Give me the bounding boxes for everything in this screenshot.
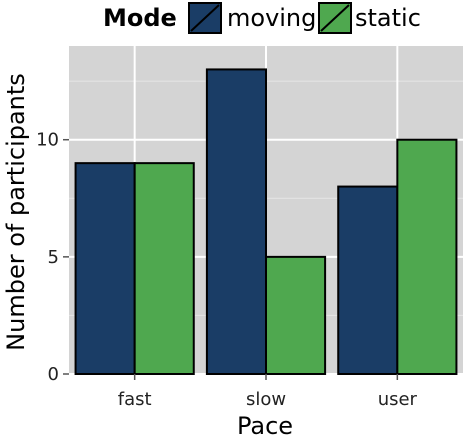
legend-entry-moving: moving bbox=[189, 3, 316, 33]
legend: Mode moving static bbox=[103, 3, 421, 33]
x-axis: fast slow user bbox=[118, 374, 418, 410]
legend-title: Mode bbox=[103, 4, 177, 32]
bar-moving-fast bbox=[76, 163, 135, 374]
y-tick-label: 5 bbox=[48, 247, 59, 268]
bar-static-user bbox=[397, 140, 456, 374]
bar-static-slow bbox=[266, 257, 325, 374]
bar-moving-slow bbox=[207, 69, 266, 374]
x-axis-title: Pace bbox=[237, 412, 293, 440]
bar-moving-user bbox=[338, 187, 397, 374]
bar-static-fast bbox=[135, 163, 194, 374]
legend-label-moving: moving bbox=[227, 4, 316, 32]
y-tick-label: 0 bbox=[48, 364, 59, 385]
x-tick-label-user: user bbox=[378, 389, 418, 410]
legend-label-static: static bbox=[355, 4, 421, 32]
y-axis: 0 5 10 bbox=[36, 130, 69, 385]
x-tick-label-slow: slow bbox=[246, 389, 286, 410]
legend-entry-static: static bbox=[319, 3, 421, 33]
y-tick-label: 10 bbox=[36, 130, 59, 151]
y-axis-title: Number of participants bbox=[2, 73, 30, 351]
x-tick-label-fast: fast bbox=[118, 389, 152, 410]
